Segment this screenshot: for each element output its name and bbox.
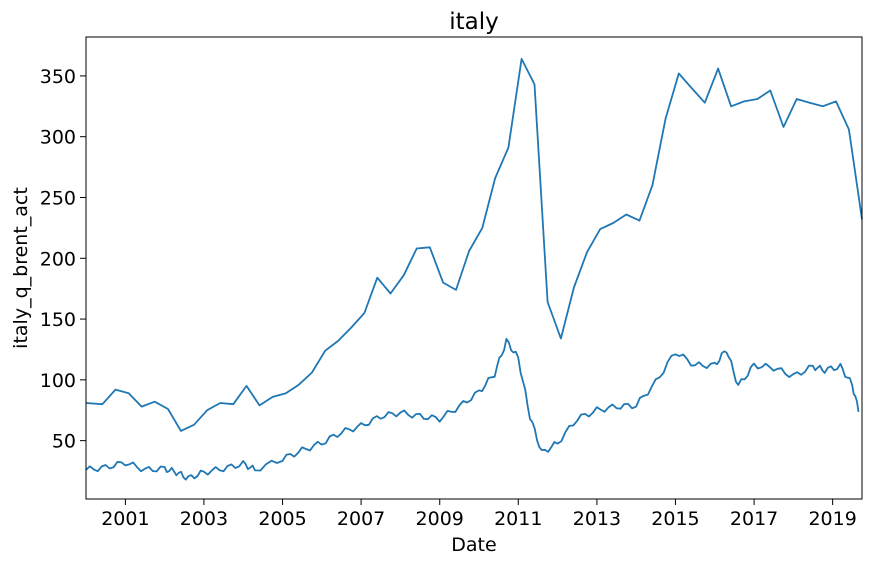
- x-tick-label: 2001: [101, 508, 149, 530]
- y-axis: 50 100 150 200 250 300 350: [40, 66, 86, 453]
- chart-title: italy: [449, 9, 499, 35]
- y-axis-label: italy_q_brent_act: [10, 187, 32, 349]
- plot-frame: [85, 36, 863, 500]
- x-tick-label: 2007: [337, 508, 385, 530]
- x-tick-label: 2003: [180, 508, 228, 530]
- x-tick-label: 2019: [808, 508, 856, 530]
- x-axis: 2001 2003 2005 2007 2009 2011 2013 2015 2017 2019: [101, 499, 857, 530]
- y-tick-label: 150: [40, 309, 76, 331]
- x-tick-label: 2013: [573, 508, 621, 530]
- plot-lines: [85, 58, 863, 481]
- y-tick-label: 50: [52, 431, 76, 453]
- x-tick-label: 2009: [416, 508, 464, 530]
- y-tick-label: 350: [40, 66, 76, 88]
- y-tick-label: 300: [40, 127, 76, 149]
- x-tick-label: 2011: [494, 508, 542, 530]
- y-tick-label: 250: [40, 187, 76, 209]
- x-tick-label: 2015: [651, 508, 699, 530]
- y-tick-label: 200: [40, 248, 76, 270]
- series-line-lower: [85, 337, 860, 481]
- x-tick-label: 2005: [258, 508, 306, 530]
- series-line-1: [85, 58, 863, 432]
- x-tick-label: 2017: [730, 508, 778, 530]
- x-axis-label: Date: [451, 534, 496, 556]
- y-tick-label: 100: [40, 370, 76, 392]
